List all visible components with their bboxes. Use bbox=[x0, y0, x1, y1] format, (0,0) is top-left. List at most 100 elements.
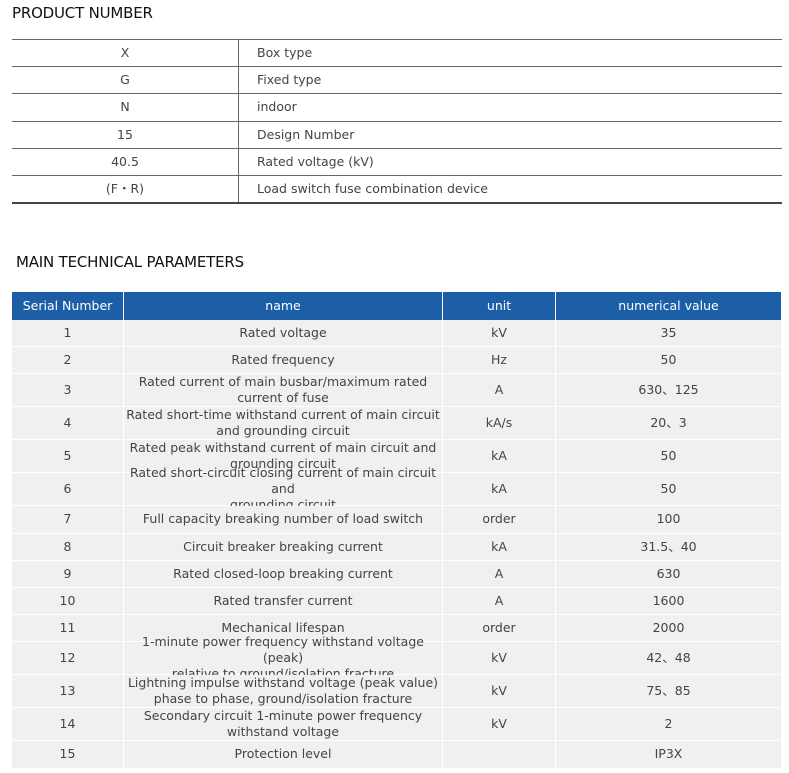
serial: 13 bbox=[59, 683, 76, 699]
code: G bbox=[120, 72, 130, 88]
name-line: grounding circuit bbox=[230, 456, 336, 472]
value-cell: 31.5、40 bbox=[556, 533, 782, 561]
name-cell: Mechanical lifespan bbox=[124, 615, 443, 643]
header-cell: numerical value bbox=[556, 292, 782, 320]
value: 100 bbox=[656, 511, 681, 527]
serial: 8 bbox=[63, 538, 72, 554]
header-text: name bbox=[265, 298, 301, 313]
unit-cell: order bbox=[443, 615, 556, 643]
serial-cell: 1 bbox=[12, 320, 124, 348]
code-cell: G bbox=[12, 66, 239, 94]
section-title: MAIN TECHNICAL PARAMETERS bbox=[16, 253, 244, 271]
meaning: indoor bbox=[257, 99, 297, 115]
code-cell: (F・R) bbox=[12, 175, 239, 203]
name-line: phase to phase, ground/isolation fractur… bbox=[153, 691, 413, 707]
name-line: and grounding circuit bbox=[216, 423, 350, 439]
serial: 7 bbox=[63, 511, 72, 527]
unit: kV bbox=[491, 325, 507, 341]
name-line: Rated peak withstand current of main cir… bbox=[129, 440, 437, 456]
name-line: Rated short-time withstand current of ma… bbox=[126, 407, 440, 423]
value-cell: 2 bbox=[556, 708, 782, 742]
name-line: Mechanical lifespan bbox=[221, 620, 345, 636]
unit: A bbox=[494, 593, 504, 609]
value: 75、85 bbox=[646, 683, 691, 699]
unit-cell: kV bbox=[443, 675, 556, 709]
value: 50 bbox=[660, 481, 677, 497]
value-cell: 42、48 bbox=[556, 642, 782, 676]
value: 50 bbox=[660, 352, 677, 368]
value: 50 bbox=[660, 448, 677, 464]
unit: kV bbox=[491, 683, 507, 699]
unit: kA bbox=[491, 448, 507, 464]
name-cell: Lightning impulse withstand voltage (pea… bbox=[124, 675, 443, 709]
meaning: Design Number bbox=[257, 126, 355, 142]
name-line: Rated short-circuit closing current of m… bbox=[129, 465, 437, 497]
name-line: Rated current of main busbar/maximum rat… bbox=[138, 374, 428, 390]
serial: 1 bbox=[63, 325, 72, 341]
unit: order bbox=[482, 620, 516, 636]
name-cell: Circuit breaker breaking current bbox=[124, 533, 443, 561]
meaning-cell: Load switch fuse combination device bbox=[239, 175, 782, 202]
value-cell: 35 bbox=[556, 320, 782, 348]
name-line: Full capacity breaking number of load sw… bbox=[142, 511, 424, 527]
name-cell: Rated transfer current bbox=[124, 588, 443, 616]
code: N bbox=[120, 99, 130, 115]
serial-cell: 8 bbox=[12, 533, 124, 561]
value-cell: 50 bbox=[556, 473, 782, 507]
unit: kV bbox=[491, 716, 507, 732]
unit: Hz bbox=[491, 352, 507, 368]
name-line: Circuit breaker breaking current bbox=[183, 538, 383, 554]
unit: kV bbox=[491, 650, 507, 666]
serial-cell: 12 bbox=[12, 642, 124, 676]
name-cell: Rated peak withstand current of main cir… bbox=[124, 440, 443, 474]
header-cell: name bbox=[124, 292, 443, 320]
code: X bbox=[120, 45, 130, 61]
unit-cell bbox=[443, 741, 556, 769]
serial-cell: 4 bbox=[12, 407, 124, 441]
unit-cell: A bbox=[443, 560, 556, 588]
meaning: Fixed type bbox=[257, 72, 322, 88]
name-cell: Rated short-circuit closing current of m… bbox=[124, 465, 443, 512]
serial-cell: 15 bbox=[12, 741, 124, 769]
serial-cell: 7 bbox=[12, 506, 124, 534]
value: 35 bbox=[660, 325, 677, 341]
serial-cell: 9 bbox=[12, 560, 124, 588]
unit-cell: A bbox=[443, 374, 556, 408]
name-line: Protection level bbox=[234, 746, 332, 762]
table-bottom-rule bbox=[12, 202, 782, 205]
value-cell: 75、85 bbox=[556, 675, 782, 709]
header-text: numerical value bbox=[618, 298, 719, 313]
code-cell: 40.5 bbox=[12, 147, 239, 175]
value: 42、48 bbox=[646, 650, 691, 666]
header-text: Serial Number bbox=[22, 298, 113, 313]
value: 1600 bbox=[652, 593, 685, 609]
serial: 5 bbox=[63, 448, 72, 464]
name-line: Secondary circuit 1-minute power frequen… bbox=[143, 708, 423, 724]
unit-cell: order bbox=[443, 506, 556, 534]
value: 630 bbox=[656, 565, 681, 581]
serial: 4 bbox=[63, 415, 72, 431]
code-cell: N bbox=[12, 93, 239, 121]
value-cell: 50 bbox=[556, 440, 782, 474]
name-line: Lightning impulse withstand voltage (pea… bbox=[127, 675, 439, 691]
value-cell: 50 bbox=[556, 347, 782, 375]
code: (F・R) bbox=[105, 181, 145, 197]
serial: 14 bbox=[59, 716, 76, 732]
unit-cell: kA/s bbox=[443, 407, 556, 441]
meaning: Box type bbox=[257, 45, 313, 61]
serial: 11 bbox=[59, 620, 76, 636]
unit-cell: kA bbox=[443, 533, 556, 561]
serial-cell: 6 bbox=[12, 473, 124, 507]
value-cell: 630、125 bbox=[556, 374, 782, 408]
unit: kA/s bbox=[485, 415, 513, 431]
code: 15 bbox=[117, 126, 133, 142]
name-cell: Protection level bbox=[124, 741, 443, 769]
name-cell: Rated current of main busbar/maximum rat… bbox=[124, 374, 443, 408]
name-line: Rated frequency bbox=[231, 352, 335, 368]
unit-cell: kA bbox=[443, 440, 556, 474]
name-cell: 1-minute power frequency withstand volta… bbox=[124, 634, 443, 681]
unit-cell: A bbox=[443, 588, 556, 616]
serial: 15 bbox=[59, 746, 76, 762]
serial-cell: 13 bbox=[12, 675, 124, 709]
name-line: Rated voltage bbox=[239, 325, 327, 341]
